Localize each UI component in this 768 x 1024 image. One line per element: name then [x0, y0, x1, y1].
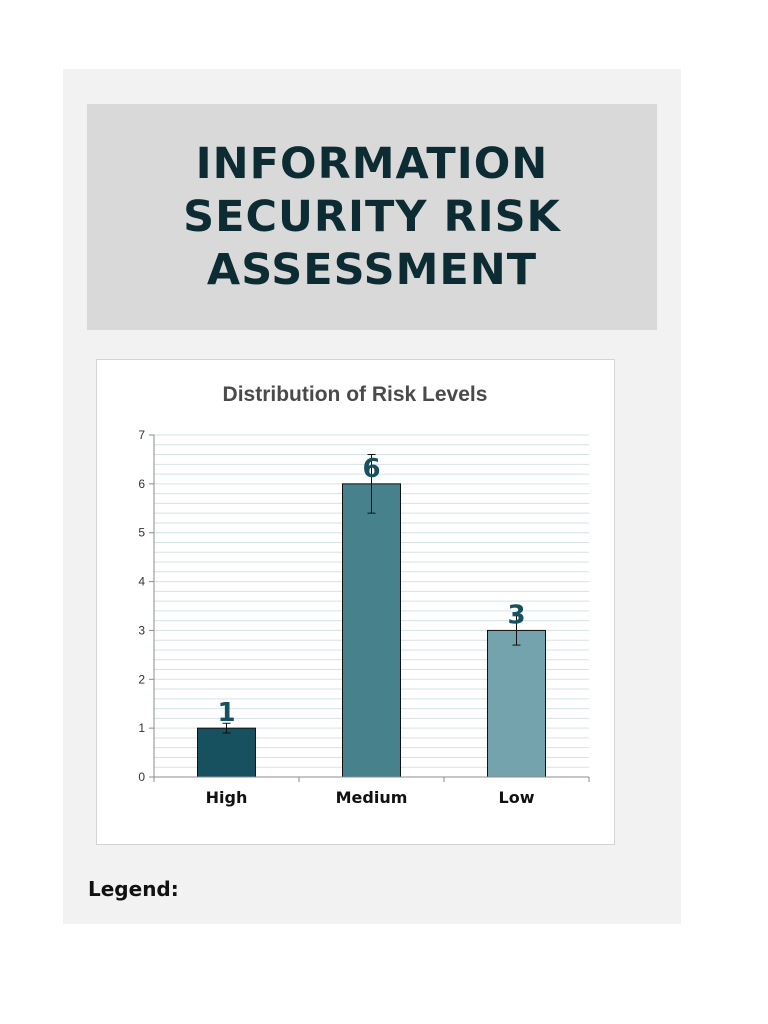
risk-chart-panel: Distribution of Risk Levels 0 1 2 3 4 5 6 7 1 Hig…	[96, 359, 615, 845]
category-label: Medium	[336, 788, 408, 807]
y-tick-label: 5	[138, 526, 145, 540]
bar-medium	[342, 483, 401, 778]
y-tick-label: 7	[138, 428, 145, 442]
y-tick-label: 6	[138, 477, 145, 491]
axes	[149, 434, 590, 782]
page-title: INFORMATION SECURITY RISK ASSESSMENT	[183, 138, 561, 295]
report-card: INFORMATION SECURITY RISK ASSESSMENT Dis…	[63, 69, 681, 924]
y-tick-label: 3	[138, 623, 145, 637]
y-tick-label: 2	[138, 672, 145, 686]
category-label: Low	[499, 788, 535, 807]
labels: 0 1 2 3 4 5 6 7 1 High 6 Medium 3 Low	[138, 428, 534, 807]
data-label: 1	[217, 698, 235, 728]
bars	[197, 454, 546, 778]
bar-high	[197, 727, 256, 778]
chart-title: Distribution of Risk Levels	[223, 383, 488, 406]
legend-heading: Legend:	[88, 877, 179, 901]
y-tick-label: 1	[138, 721, 145, 735]
title-banner: INFORMATION SECURITY RISK ASSESSMENT	[87, 104, 657, 330]
y-tick-label: 0	[138, 770, 145, 784]
risk-bar-chart: Distribution of Risk Levels 0 1 2 3 4 5 6 7 1 Hig…	[138, 383, 590, 807]
y-tick-label: 4	[138, 575, 145, 589]
category-label: High	[206, 788, 248, 807]
bar-low	[487, 629, 546, 778]
data-label: 6	[362, 454, 380, 484]
data-label: 3	[507, 600, 525, 630]
